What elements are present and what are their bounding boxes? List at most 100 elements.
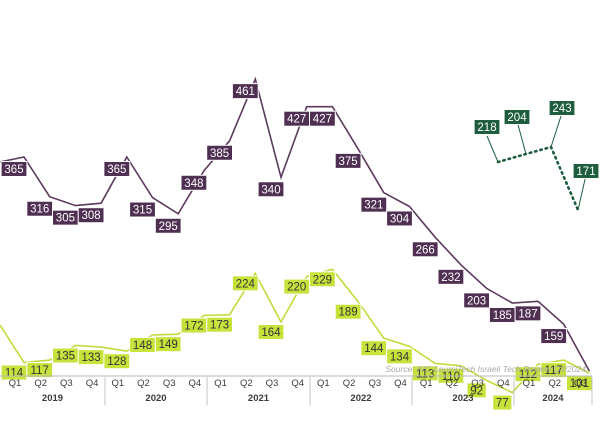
data-label: 427	[309, 110, 336, 127]
data-label: 220	[283, 278, 311, 295]
data-label-box	[231, 83, 259, 100]
data-label: 172	[180, 317, 208, 334]
data-label-value: 295	[159, 221, 178, 233]
year-groups: 2019 2020 2021 2022 2023 2024	[42, 377, 593, 405]
data-label-value: 315	[133, 205, 152, 217]
data-label-box	[463, 292, 491, 309]
quarter-tick-label: Q1	[317, 378, 330, 389]
data-label: 148	[129, 336, 156, 353]
data-label-box	[129, 201, 156, 218]
x-axis: Q1 Q2 Q3 Q4 Q1 Q2 Q3 Q4 Q1 Q2 Q3 Q4 Q1 Q2 Q3 Q4 Q1 Q2 Q3 Q4…	[9, 377, 593, 405]
data-label-value: 114	[5, 368, 24, 380]
data-label-value: 159	[544, 331, 563, 343]
data-label: 204	[503, 109, 531, 125]
data-label-value: 229	[313, 274, 332, 286]
data-label-box	[466, 382, 487, 399]
quarter-tick-label: Q4	[497, 378, 510, 389]
data-label-value: 112	[519, 369, 537, 381]
data-label: 304	[386, 210, 413, 227]
quarter-tick-label: Q2	[137, 378, 150, 389]
data-label-value: 461	[236, 86, 255, 98]
data-label: 308	[77, 207, 105, 224]
data-label: 321	[360, 196, 388, 213]
series-3-leader-4	[577, 174, 587, 211]
quarter-tick-label: Q2	[446, 378, 459, 389]
data-label-value: 110	[442, 371, 460, 383]
data-label-value: 185	[493, 310, 512, 322]
source-note: Source: IVC-LeumiTech Israeli Tech Revie…	[385, 364, 586, 374]
data-label-value: 316	[30, 204, 49, 216]
data-label-value: 92	[470, 385, 483, 397]
data-label-value: 117	[31, 365, 49, 377]
data-label: 427	[283, 110, 311, 127]
data-label-box	[231, 275, 259, 292]
data-label: 173	[206, 316, 233, 333]
quarter-tick-label: Q3	[574, 378, 587, 389]
data-label: 117	[540, 362, 568, 379]
data-label: 185	[488, 306, 516, 323]
data-label: 385	[206, 144, 233, 161]
data-label: 315	[129, 201, 156, 218]
quarter-tick-label: Q2	[34, 378, 47, 389]
data-label: 365	[0, 160, 28, 177]
data-label: 229	[309, 271, 336, 288]
data-label-box	[360, 196, 388, 213]
data-label-value: 203	[467, 295, 486, 307]
data-label-box	[309, 271, 336, 288]
quarter-tick-label: Q2	[240, 378, 253, 389]
quarter-tick-label: Q1	[111, 378, 124, 389]
quarter-tick-label: Q1	[9, 378, 22, 389]
data-label-box	[103, 160, 131, 177]
year-label: 2021	[248, 393, 270, 404]
data-label: 243	[548, 100, 576, 116]
data-label-value: 117	[545, 365, 563, 377]
data-label-value: 232	[441, 272, 460, 284]
label-layer: 365 316 305 308 365 315 295 348 385 461 340 427 427 3…	[0, 83, 600, 411]
data-label-box	[411, 241, 439, 258]
series-2	[0, 268, 590, 394]
data-label-box	[514, 305, 542, 322]
series-3-dotted-line	[496, 145, 580, 212]
quarter-tick-label: Q4	[86, 378, 99, 389]
series-3-leader-2	[516, 120, 527, 155]
data-label-value: 101	[570, 378, 589, 390]
data-label-box	[103, 353, 131, 370]
data-label-value: 172	[184, 321, 203, 333]
series-1	[0, 76, 591, 372]
data-label: 113	[411, 365, 439, 382]
data-label-box	[206, 144, 233, 161]
year-label: 2024	[542, 393, 564, 404]
data-label: 218	[473, 119, 501, 135]
data-label: 92	[466, 382, 487, 399]
quarter-tick-label: Q4	[291, 378, 304, 389]
data-label-value: 204	[507, 112, 527, 124]
data-label-box	[492, 394, 513, 411]
quarter-tick-label: Q3	[471, 378, 484, 389]
data-label-box	[334, 303, 362, 320]
series-1-line	[0, 76, 591, 372]
year-label: 2020	[145, 393, 166, 404]
quarter-tick-label: Q1	[420, 378, 433, 389]
data-label-box	[386, 348, 413, 365]
data-label-value: 321	[364, 200, 383, 212]
data-label-box	[503, 109, 531, 125]
data-label: 149	[154, 336, 182, 353]
data-label-box	[26, 200, 54, 217]
data-label: 128	[103, 353, 131, 370]
data-label: 171	[572, 163, 600, 179]
series-2-labels: 114 117 135 133 128 148 149 172 173 224 164 220 229 1…	[0, 271, 593, 411]
data-label-box	[540, 328, 568, 345]
data-label-box	[206, 316, 233, 333]
data-label-box	[154, 336, 182, 353]
data-label-box	[548, 100, 576, 116]
data-label-box	[257, 181, 285, 198]
data-label-value: 365	[107, 164, 126, 176]
quarter-tick-label: Q2	[548, 378, 561, 389]
data-label-value: 427	[313, 114, 332, 126]
data-label-value: 224	[236, 278, 256, 290]
data-label-box	[257, 323, 285, 340]
data-label-value: 348	[184, 178, 203, 190]
data-label-box	[26, 362, 54, 379]
data-label: 232	[437, 268, 465, 285]
